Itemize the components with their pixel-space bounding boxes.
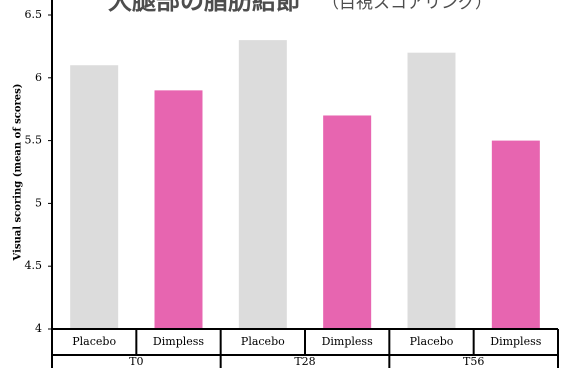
y-tick-label: 6 <box>35 71 42 84</box>
bar <box>323 115 372 329</box>
chart-subtitle: （目視スコアリング） <box>322 0 492 13</box>
group-label: T0 <box>129 355 143 368</box>
bar <box>70 65 119 330</box>
series-label: Placebo <box>410 335 454 348</box>
bar <box>154 90 203 329</box>
bar <box>491 140 540 329</box>
bar <box>407 52 456 330</box>
y-axis-label: Visual scoring (mean of scores) <box>13 84 24 262</box>
series-label: Dimpless <box>153 335 204 348</box>
series-label: Dimpless <box>490 335 541 348</box>
y-tick-label: 5 <box>35 196 42 209</box>
group-label: T56 <box>463 355 484 368</box>
y-tick-label: 4.5 <box>25 259 43 272</box>
y-tick-label: 6.5 <box>25 8 43 21</box>
y-tick-label: 5.5 <box>25 134 43 147</box>
group-label: T28 <box>294 355 315 368</box>
series-label: Placebo <box>241 335 285 348</box>
y-tick-label: 4 <box>35 322 42 335</box>
chart-title: 大腿部の脂肪結節 <box>108 0 300 15</box>
series-label: Dimpless <box>322 335 373 348</box>
bar <box>238 40 287 330</box>
series-label: Placebo <box>72 335 116 348</box>
